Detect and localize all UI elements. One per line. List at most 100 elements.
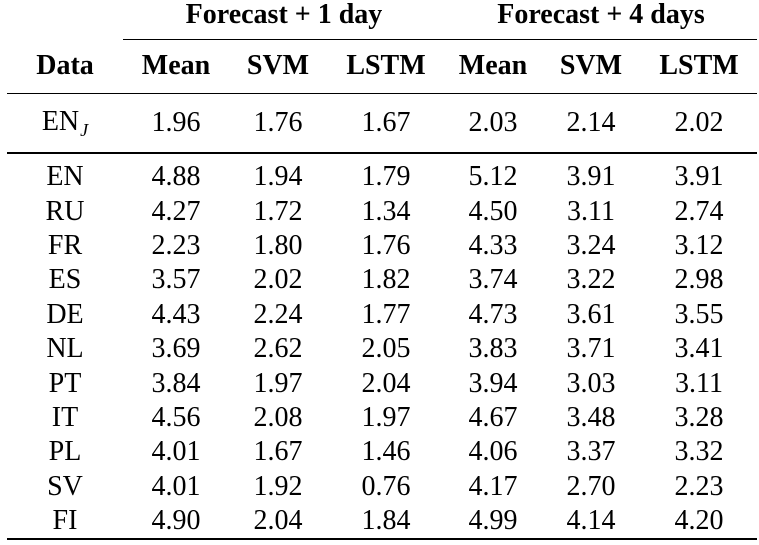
table-cell: 5.12 (468, 161, 518, 193)
col-header-lstm-4d: LSTM (641, 38, 758, 94)
table-cell: 4.27 (151, 195, 201, 227)
table-row: NL 3.69 2.62 2.05 3.83 3.71 3.41 (7, 332, 757, 366)
table-cell: 4.20 (641, 503, 758, 541)
table-cell: 2.23 (674, 470, 724, 502)
table-cell: 3.37 (566, 436, 616, 468)
table-cell: 2.08 (253, 401, 303, 433)
table-cell: 4.73 (468, 298, 518, 330)
table-cell: 1.67 (253, 436, 303, 468)
table-cell: 4.17 (468, 470, 518, 502)
table-cell: 1.77 (361, 298, 411, 330)
table-cell: 4.01 (151, 470, 201, 502)
summary-row-label: ENJ (7, 93, 123, 154)
table-cell: 1.94 (253, 161, 303, 193)
table-row: FR 2.23 1.80 1.76 4.33 3.24 3.12 (7, 229, 757, 263)
row-label: EN (46, 161, 84, 193)
table-cell: 1.72 (253, 195, 303, 227)
summary-row: ENJ 1.96 1.76 1.67 2.03 2.14 2.02 (7, 93, 758, 154)
table-cell: 1.76 (361, 229, 411, 261)
table-cell: 3.28 (674, 401, 724, 433)
group-header-empty (7, 0, 123, 29)
table-cell: 4.01 (151, 436, 201, 468)
table-cell: 4.06 (468, 436, 518, 468)
table-cell: 4.67 (468, 401, 518, 433)
summary-row-subscript: J (80, 120, 89, 140)
table-cell: 3.91 (566, 161, 616, 193)
table-cell: 3.71 (566, 333, 616, 365)
table-row: EN 4.88 1.94 1.79 5.12 3.91 3.91 (7, 160, 757, 194)
table-cell: 1.67 (327, 93, 445, 154)
table-row: SV 4.01 1.92 0.76 4.17 2.70 2.23 (7, 470, 757, 504)
row-label: ES (48, 264, 82, 296)
table-cell: 3.91 (674, 161, 724, 193)
table-cell: 2.23 (151, 229, 201, 261)
table-cell: 2.05 (361, 333, 411, 365)
table-cell: 3.24 (566, 229, 616, 261)
table-cell: 4.88 (151, 161, 201, 193)
row-label: NL (46, 333, 84, 365)
table-row: DE 4.43 2.24 1.77 4.73 3.61 3.55 (7, 298, 757, 332)
group-header-day4: Forecast + 4 days (497, 0, 705, 30)
table-cell: 4.33 (468, 229, 518, 261)
table-cell: 4.90 (123, 503, 229, 541)
table-cell: 1.97 (361, 401, 411, 433)
row-label: FR (47, 229, 83, 261)
table-cell: 3.61 (566, 298, 616, 330)
col-header-svm-1d: SVM (229, 38, 327, 94)
table-cell: 1.46 (361, 436, 411, 468)
table-cell: 4.99 (445, 503, 541, 541)
table-cell: 2.04 (229, 503, 327, 541)
table-cell: 4.14 (541, 503, 641, 541)
table-cell: 3.69 (151, 333, 201, 365)
table-cell: 3.11 (675, 367, 723, 399)
data-rows: EN 4.88 1.94 1.79 5.12 3.91 3.91 RU 4.27 1.72 1.34… (7, 160, 758, 541)
table-cell: 1.76 (229, 93, 327, 154)
table-cell: 3.11 (567, 195, 615, 227)
table-row: IT 4.56 2.08 1.97 4.67 3.48 3.28 (7, 401, 757, 435)
table-cell: 1.96 (123, 93, 229, 154)
table-cell: 2.04 (361, 367, 411, 399)
table-row: PT 3.84 1.97 2.04 3.94 3.03 3.11 (7, 366, 757, 400)
table-row: RU 4.27 1.72 1.34 4.50 3.11 2.74 (7, 194, 757, 228)
row-label: SV (47, 470, 83, 502)
table-cell: 3.84 (151, 367, 201, 399)
table-row: PL 4.01 1.67 1.46 4.06 3.37 3.32 (7, 435, 757, 469)
table-row: FI 4.90 2.04 1.84 4.99 4.14 4.20 (7, 503, 758, 541)
row-label: PL (48, 436, 82, 468)
row-label: RU (45, 195, 85, 227)
row-label: FI (7, 503, 123, 541)
col-header-mean-4d: Mean (445, 38, 541, 94)
table-cell: 1.80 (253, 229, 303, 261)
col-header-mean-1d: Mean (123, 38, 229, 94)
table-row: ES 3.57 2.02 1.82 3.74 3.22 2.98 (7, 263, 757, 297)
table-cell: 2.74 (674, 195, 724, 227)
table-cell: 3.12 (674, 229, 724, 261)
table-cell: 2.02 (641, 93, 758, 154)
table-cell: 3.22 (566, 264, 616, 296)
table-cell: 2.98 (674, 264, 724, 296)
column-header-row: Data Mean SVM LSTM Mean SVM LSTM (7, 38, 758, 94)
group-rule-row (7, 29, 758, 40)
table-cell: 1.34 (361, 195, 411, 227)
table-cell: 4.50 (468, 195, 518, 227)
row-label: IT (51, 401, 79, 433)
table-cell: 3.74 (468, 264, 518, 296)
table-cell: 1.84 (327, 503, 445, 541)
col-header-data: Data (7, 38, 123, 94)
group-rule-day4 (445, 29, 758, 40)
table-cell: 1.92 (253, 470, 303, 502)
table-cell: 2.02 (253, 264, 303, 296)
table-cell: 3.83 (468, 333, 518, 365)
table-cell: 3.41 (674, 333, 724, 365)
table-cell: 3.57 (151, 264, 201, 296)
table-cell: 2.24 (253, 298, 303, 330)
table-cell: 3.94 (468, 367, 518, 399)
row-label: PT (48, 367, 82, 399)
table-cell: 2.70 (566, 470, 616, 502)
table-cell: 0.76 (361, 470, 411, 502)
table-cell: 3.32 (674, 436, 724, 468)
table-cell: 3.48 (566, 401, 616, 433)
table-cell: 1.82 (361, 264, 411, 296)
forecast-results-table: Forecast + 1 day Forecast + 4 days Data … (7, 0, 758, 541)
